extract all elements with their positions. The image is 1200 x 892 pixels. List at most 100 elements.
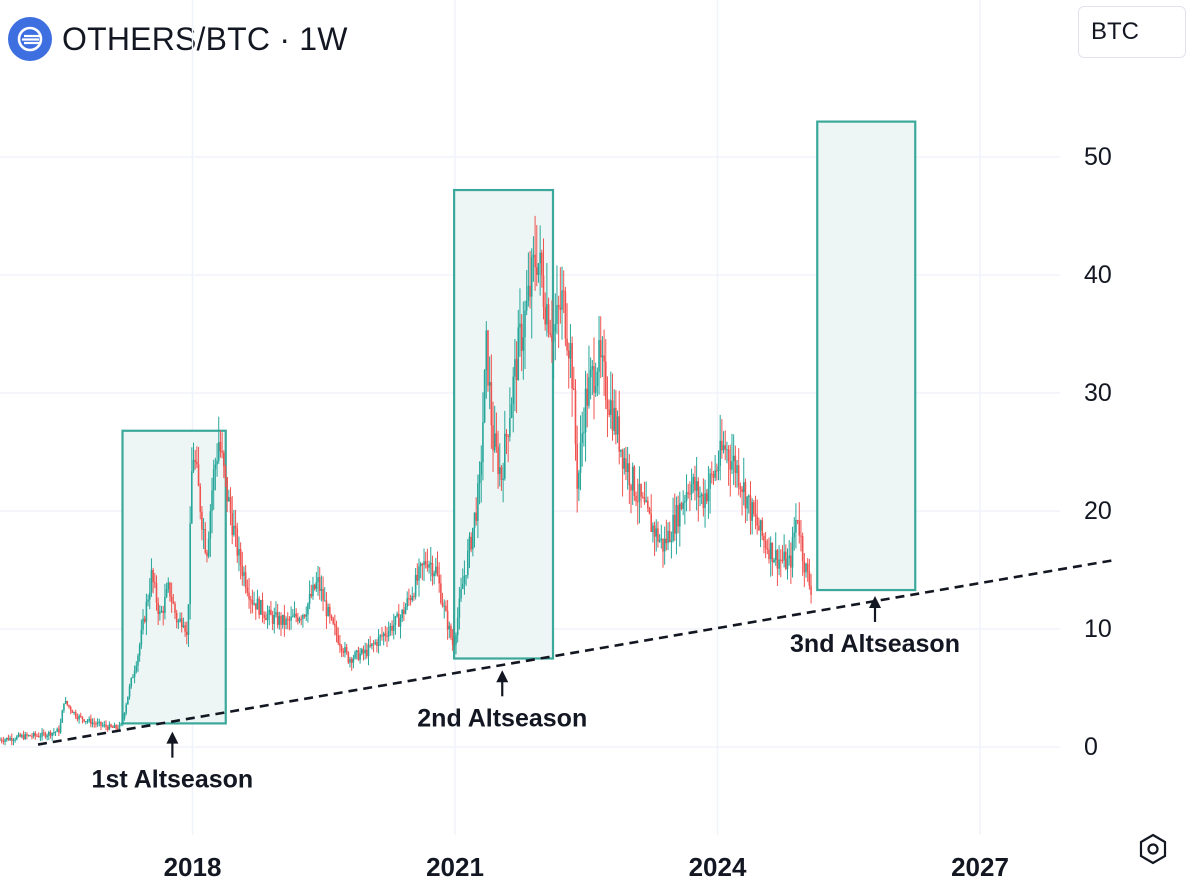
candle-body bbox=[248, 592, 250, 600]
candle-body bbox=[9, 737, 11, 741]
unit-button[interactable]: BTC bbox=[1078, 6, 1186, 58]
candle-body bbox=[702, 494, 705, 509]
candle-body bbox=[478, 474, 481, 484]
candle-body bbox=[345, 647, 348, 653]
annotation-label: 1st Altseason bbox=[92, 766, 254, 794]
candle-body bbox=[500, 467, 503, 481]
candle-body bbox=[547, 304, 550, 333]
candle-body bbox=[285, 618, 287, 625]
candle-body bbox=[727, 449, 730, 462]
candle-body bbox=[776, 550, 779, 569]
candle-body bbox=[424, 561, 427, 565]
candle-body bbox=[46, 735, 48, 738]
candle-body bbox=[206, 552, 208, 557]
candle-body bbox=[537, 263, 540, 275]
candle-body bbox=[16, 736, 18, 740]
candle-body bbox=[705, 493, 708, 502]
candle-body bbox=[214, 464, 217, 470]
candle-body bbox=[677, 505, 679, 527]
candle-body bbox=[554, 324, 557, 332]
candle-body bbox=[63, 703, 65, 711]
candle-body bbox=[556, 304, 558, 325]
candle-body bbox=[790, 555, 792, 568]
candle-body bbox=[636, 501, 639, 503]
candle-body bbox=[493, 433, 496, 451]
candle-body bbox=[281, 614, 284, 625]
candle-body bbox=[243, 572, 245, 576]
candle-body bbox=[127, 696, 129, 705]
candle-body bbox=[498, 467, 501, 475]
candle-body bbox=[764, 540, 767, 549]
candlestick-series bbox=[0, 215, 812, 746]
candle-body bbox=[372, 643, 375, 645]
candle-body bbox=[228, 497, 230, 502]
candle-body bbox=[366, 649, 368, 657]
candle-body bbox=[778, 559, 780, 569]
candle-body bbox=[39, 736, 42, 738]
candle-body bbox=[0, 739, 3, 741]
candle-body bbox=[209, 511, 212, 539]
candle-body bbox=[17, 734, 20, 737]
candle-body bbox=[229, 497, 232, 513]
y-tick-label: 0 bbox=[1084, 733, 1098, 761]
candle-body bbox=[231, 512, 234, 535]
candle-body bbox=[253, 603, 255, 605]
candle-body bbox=[174, 603, 176, 613]
symbol-title[interactable]: OTHERS/BTC · 1W bbox=[62, 20, 348, 57]
candle-body bbox=[184, 625, 186, 632]
candle-body bbox=[312, 584, 314, 597]
candle-body bbox=[172, 601, 175, 604]
candle-body bbox=[197, 464, 200, 486]
candle-body bbox=[763, 535, 765, 541]
candle-body bbox=[502, 478, 504, 481]
candle-body bbox=[265, 617, 267, 620]
candle-body bbox=[697, 481, 700, 498]
settings-hexagon-icon[interactable] bbox=[1136, 832, 1170, 866]
candle-body bbox=[581, 433, 584, 443]
x-tick-label: 2024 bbox=[688, 852, 747, 882]
candle-body bbox=[403, 610, 405, 614]
candle-body bbox=[162, 610, 165, 614]
candle-body bbox=[382, 633, 385, 637]
candle-body bbox=[165, 589, 168, 597]
candle-body bbox=[488, 382, 491, 386]
candle-body bbox=[586, 388, 589, 406]
candle-body bbox=[490, 382, 493, 426]
x-tick-label: 2018 bbox=[163, 852, 222, 882]
candle-body bbox=[4, 739, 6, 742]
candle-body bbox=[456, 617, 459, 636]
candle-body bbox=[159, 611, 161, 614]
candle-body bbox=[532, 254, 535, 258]
candle-body bbox=[628, 463, 631, 486]
candle-body bbox=[541, 252, 543, 276]
support-trendline bbox=[37, 558, 1116, 746]
candle-body bbox=[729, 461, 732, 470]
candle-body bbox=[520, 323, 523, 351]
candle-body bbox=[251, 599, 254, 605]
candle-body bbox=[135, 665, 138, 672]
candle-body bbox=[515, 359, 518, 380]
candle-body bbox=[539, 252, 541, 264]
candle-body bbox=[310, 593, 313, 597]
candle-body bbox=[273, 614, 276, 624]
candle-body bbox=[435, 566, 437, 574]
candle-body bbox=[584, 388, 587, 433]
candle-body bbox=[470, 536, 472, 550]
candle-body bbox=[631, 466, 634, 491]
candle-body bbox=[475, 512, 478, 521]
candle-body bbox=[768, 549, 770, 560]
candle-body bbox=[428, 564, 430, 568]
candle-body bbox=[717, 466, 720, 472]
candle-body bbox=[377, 636, 380, 646]
candle-body bbox=[798, 520, 801, 536]
candle-body bbox=[49, 731, 52, 736]
candle-body bbox=[707, 488, 710, 502]
candle-body bbox=[7, 737, 10, 741]
candle-body bbox=[34, 733, 37, 736]
candle-body bbox=[480, 462, 483, 475]
candle-body bbox=[64, 700, 67, 704]
candle-body bbox=[152, 569, 154, 583]
candle-body bbox=[261, 600, 264, 615]
candle-body bbox=[440, 583, 442, 603]
